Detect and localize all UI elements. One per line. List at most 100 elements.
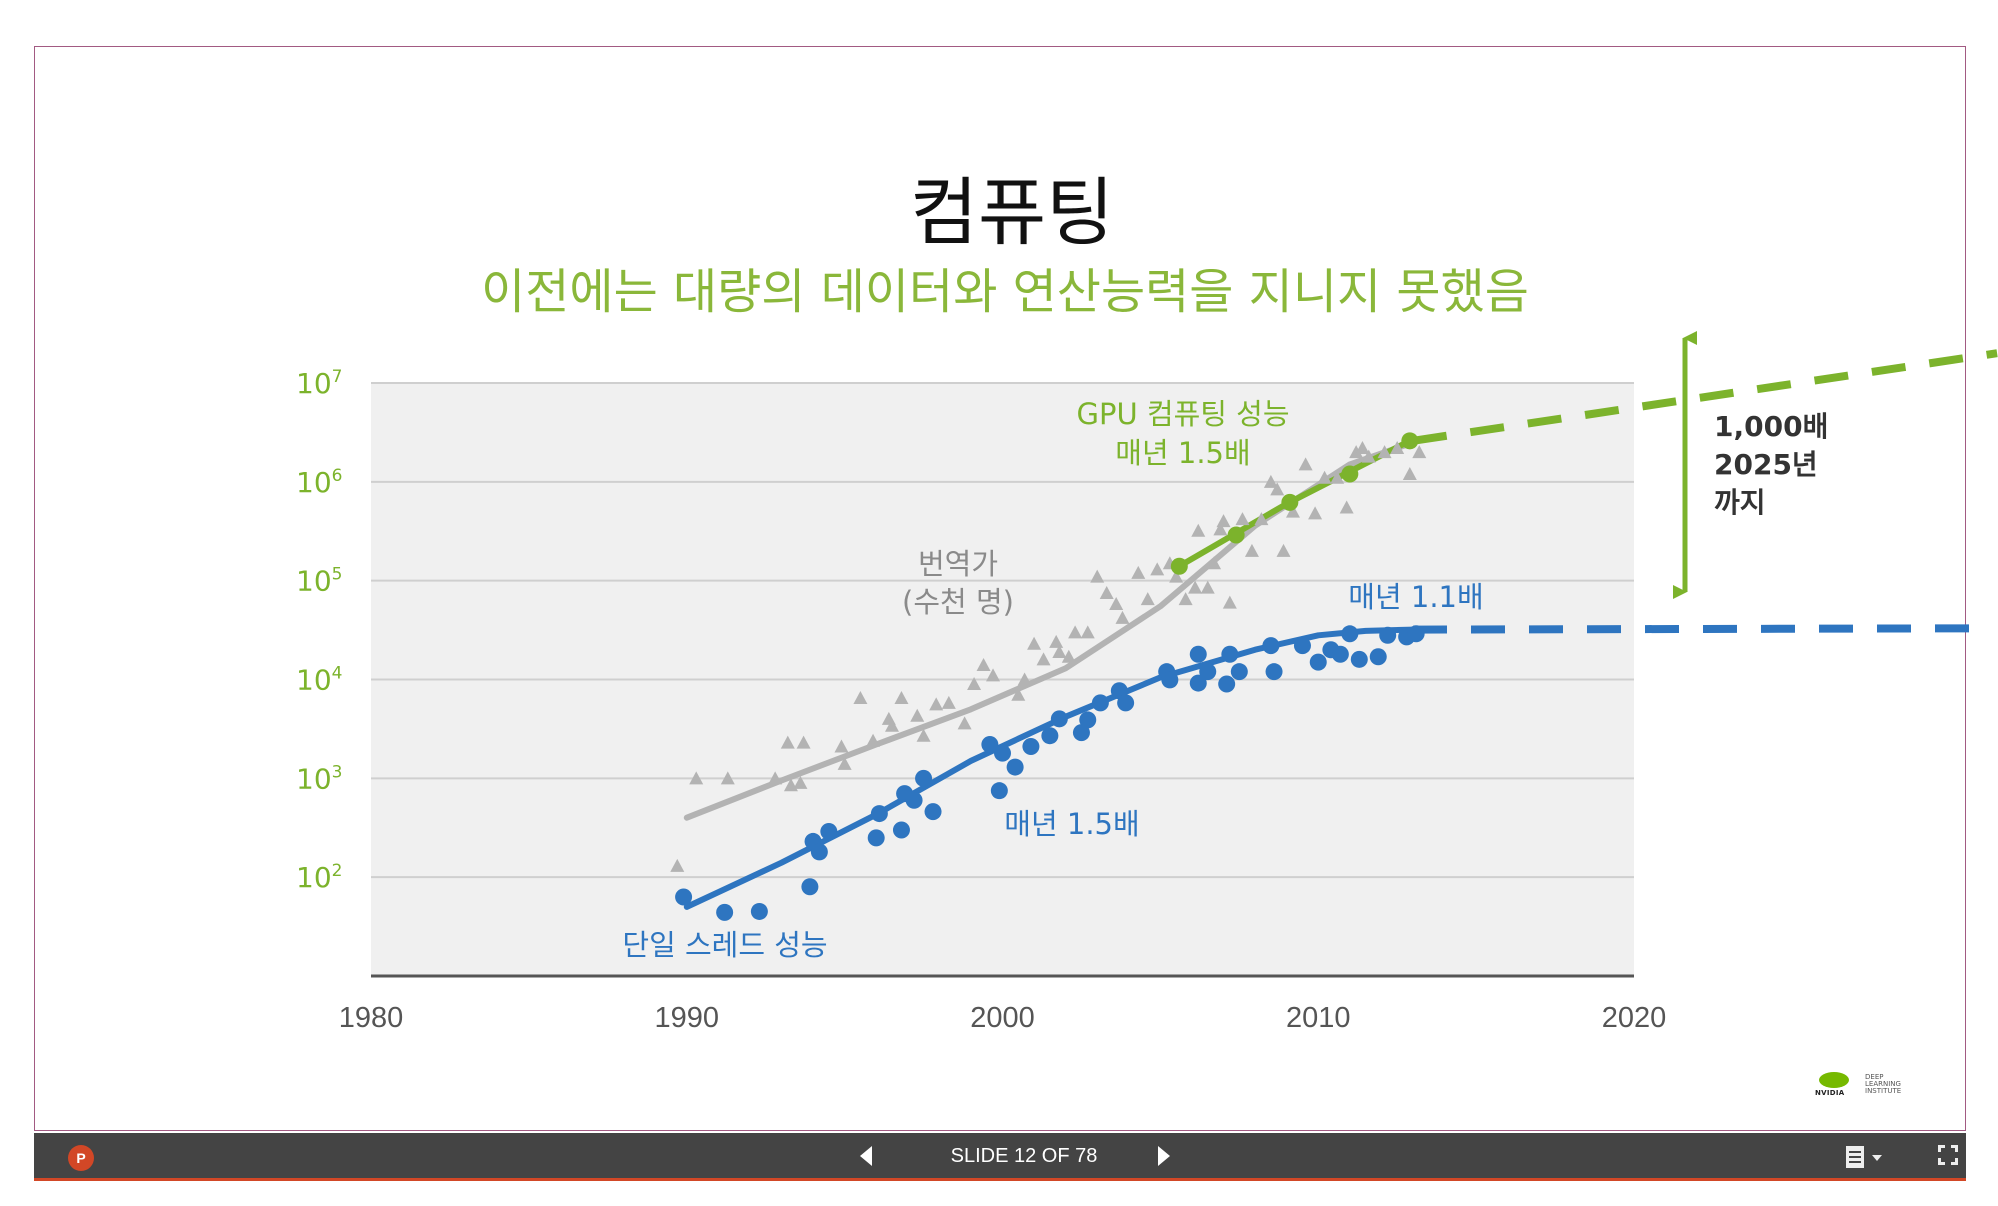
data-point-circle bbox=[810, 843, 828, 861]
data-point-triangle bbox=[1339, 500, 1354, 514]
data-point-triangle bbox=[1178, 592, 1193, 606]
data-point-triangle bbox=[1390, 440, 1405, 454]
data-point-circle bbox=[1230, 663, 1248, 681]
single-thread-rate-later-label: 매년 1.1배 bbox=[1348, 580, 1483, 614]
data-point-circle bbox=[1265, 663, 1283, 681]
data-point-triangle bbox=[986, 668, 1001, 682]
single-thread-rate-label: 매년 1.5배 bbox=[1004, 807, 1139, 841]
data-point-triangle bbox=[1402, 467, 1417, 481]
data-point-triangle bbox=[1412, 445, 1427, 459]
data-point-circle bbox=[1091, 694, 1109, 712]
data-point-circle bbox=[892, 821, 910, 839]
data-point-triangle bbox=[1308, 506, 1323, 520]
data-point-triangle bbox=[866, 733, 881, 747]
y-tick-label: 103 bbox=[296, 762, 342, 795]
data-point-triangle bbox=[1377, 445, 1392, 459]
notes-icon[interactable] bbox=[1846, 1144, 1892, 1170]
prev-slide-icon[interactable] bbox=[856, 1143, 876, 1169]
data-point-triangle bbox=[783, 778, 798, 792]
data-point-circle bbox=[820, 822, 838, 840]
data-point-triangle bbox=[793, 775, 808, 789]
data-point-triangle bbox=[1049, 634, 1064, 648]
data-point-circle bbox=[1189, 645, 1207, 663]
data-point-triangle bbox=[1235, 512, 1250, 526]
data-point-triangle bbox=[884, 718, 899, 732]
data-point-triangle bbox=[1036, 652, 1051, 666]
slide-title: 컴퓨팅 bbox=[910, 170, 1114, 256]
data-point-circle bbox=[1379, 626, 1397, 644]
data-point-circle bbox=[994, 744, 1011, 762]
nvidia-dli-logo: NVIDIA DEEP LEARNING INSTITUTE bbox=[1815, 1068, 1925, 1100]
data-point-triangle bbox=[1027, 636, 1042, 650]
data-point-triangle bbox=[1285, 504, 1300, 518]
data-point-circle bbox=[750, 902, 768, 920]
data-point-circle bbox=[867, 829, 885, 847]
data-point-triangle bbox=[1222, 595, 1237, 609]
data-point-triangle bbox=[1115, 610, 1130, 624]
data-point-triangle bbox=[1270, 482, 1285, 496]
y-tick-label: 104 bbox=[296, 664, 342, 697]
data-point-triangle bbox=[796, 735, 811, 749]
data-point-circle bbox=[1401, 432, 1419, 450]
slide-counter: SLIDE 12 OF 78 bbox=[950, 1145, 1098, 1167]
x-tick-label: 1980 bbox=[339, 1002, 404, 1034]
data-point-circle bbox=[924, 803, 942, 821]
data-point-triangle bbox=[1090, 569, 1105, 583]
data-point-circle bbox=[1221, 645, 1239, 663]
data-point-circle bbox=[870, 805, 888, 823]
data-point-circle bbox=[716, 903, 734, 921]
nvidia-eye-icon: NVIDIA bbox=[1815, 1070, 1855, 1098]
powerpoint-icon[interactable]: P bbox=[68, 1145, 94, 1171]
data-point-triangle bbox=[1188, 580, 1203, 594]
next-slide-icon[interactable] bbox=[1154, 1143, 1174, 1169]
fit-screen-icon[interactable] bbox=[1938, 1145, 1962, 1169]
projection-line bbox=[1412, 349, 1998, 445]
data-point-circle bbox=[1218, 675, 1236, 693]
data-point-triangle bbox=[1191, 523, 1206, 537]
data-point-circle bbox=[1407, 625, 1425, 643]
gap-label-2: 2025년 bbox=[1714, 448, 1818, 481]
data-markers bbox=[670, 432, 1427, 921]
data-point-triangle bbox=[1254, 512, 1269, 526]
x-tick-label: 2000 bbox=[970, 1002, 1035, 1034]
data-point-circle bbox=[1170, 557, 1188, 575]
data-point-triangle bbox=[1244, 543, 1259, 557]
data-point-circle bbox=[990, 782, 1008, 800]
data-point-circle bbox=[1281, 493, 1299, 511]
data-point-circle bbox=[1309, 653, 1327, 671]
data-point-circle bbox=[1341, 465, 1359, 483]
x-tick-label: 2020 bbox=[1602, 1002, 1667, 1034]
data-point-triangle bbox=[1298, 457, 1313, 471]
data-point-triangle bbox=[1061, 649, 1076, 663]
y-tick-label: 105 bbox=[296, 565, 342, 598]
data-point-circle bbox=[1262, 637, 1280, 655]
data-point-triangle bbox=[1017, 672, 1032, 686]
data-point-triangle bbox=[1213, 522, 1228, 536]
data-point-circle bbox=[1079, 711, 1097, 729]
data-point-triangle bbox=[1131, 565, 1146, 579]
data-point-triangle bbox=[976, 658, 991, 672]
data-point-circle bbox=[1227, 526, 1245, 544]
data-point-triangle bbox=[941, 695, 956, 709]
data-point-triangle bbox=[1317, 470, 1332, 484]
y-tick-label: 102 bbox=[296, 861, 342, 894]
data-point-triangle bbox=[1216, 514, 1231, 528]
data-point-circle bbox=[1350, 650, 1368, 668]
data-point-circle bbox=[801, 878, 819, 896]
data-point-circle bbox=[1050, 710, 1068, 728]
data-point-triangle bbox=[1349, 445, 1364, 459]
data-point-triangle bbox=[929, 697, 944, 711]
data-point-triangle bbox=[916, 728, 931, 742]
gpu-label-2: 매년 1.5배 bbox=[1115, 436, 1250, 470]
y-tick-label: 106 bbox=[296, 466, 342, 499]
data-point-triangle bbox=[853, 690, 868, 704]
gap-label-3: 까지 bbox=[1714, 486, 1766, 519]
data-point-triangle bbox=[1263, 474, 1278, 488]
slide-subtitle: 이전에는 대량의 데이터와 연산능력을 지니지 못했음 bbox=[481, 264, 1529, 320]
projection-line bbox=[1412, 624, 1991, 634]
data-point-triangle bbox=[1355, 440, 1370, 454]
data-point-triangle bbox=[720, 771, 735, 785]
data-point-circle bbox=[675, 888, 693, 906]
slideshow-toolbar: P SLIDE 12 OF 78 bbox=[34, 1133, 1966, 1181]
